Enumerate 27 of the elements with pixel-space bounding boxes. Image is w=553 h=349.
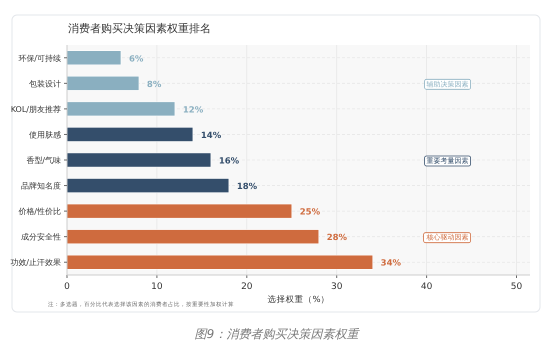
y-tick-label: 使用肤感 bbox=[29, 130, 61, 140]
data-label: 12% bbox=[182, 105, 204, 116]
y-tick-label: 环保/可持续 bbox=[18, 54, 61, 63]
data-label: 18% bbox=[236, 182, 258, 192]
data-label: 6% bbox=[128, 54, 144, 64]
x-tick-label: 20 bbox=[241, 282, 253, 292]
data-label: 28% bbox=[326, 233, 348, 244]
y-tick-label: 成分安全性 bbox=[21, 232, 61, 242]
x-tick-label: 50 bbox=[510, 282, 523, 292]
data-label: 16% bbox=[218, 156, 240, 166]
data-label: 14% bbox=[200, 130, 222, 141]
data-label: 25% bbox=[300, 208, 321, 218]
data-label: 8% bbox=[146, 80, 162, 90]
caption: 图9：消费者购买决策因素权重 bbox=[194, 327, 360, 341]
y-tick-label: KOL/朋友推荐 bbox=[10, 104, 61, 114]
chart-title: 消费者购买决策因素权重排名 bbox=[68, 22, 211, 35]
y-tick-label: 价格/性价比 bbox=[17, 207, 61, 216]
x-tick-label: 40 bbox=[420, 282, 433, 292]
x-tick-label: 0 bbox=[64, 282, 70, 292]
x-axis-title: 选择权重（%） bbox=[267, 294, 330, 305]
data-label: 34% bbox=[380, 258, 402, 269]
x-tick-label: 30 bbox=[330, 282, 343, 292]
y-tick-label: 品牌知名度 bbox=[21, 182, 61, 191]
y-tick-label: 香型/气味 bbox=[26, 156, 61, 165]
y-tick-label: 包装设计 bbox=[29, 79, 61, 88]
x-tick-label: 10 bbox=[151, 282, 163, 292]
y-tick-label: 功效/止汗效果 bbox=[10, 258, 61, 268]
